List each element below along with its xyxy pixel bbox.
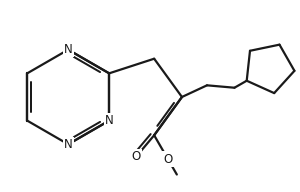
Text: O: O	[132, 150, 141, 163]
Text: N: N	[105, 114, 113, 127]
Text: O: O	[163, 153, 172, 166]
Text: N: N	[64, 43, 73, 56]
Text: N: N	[64, 138, 73, 151]
